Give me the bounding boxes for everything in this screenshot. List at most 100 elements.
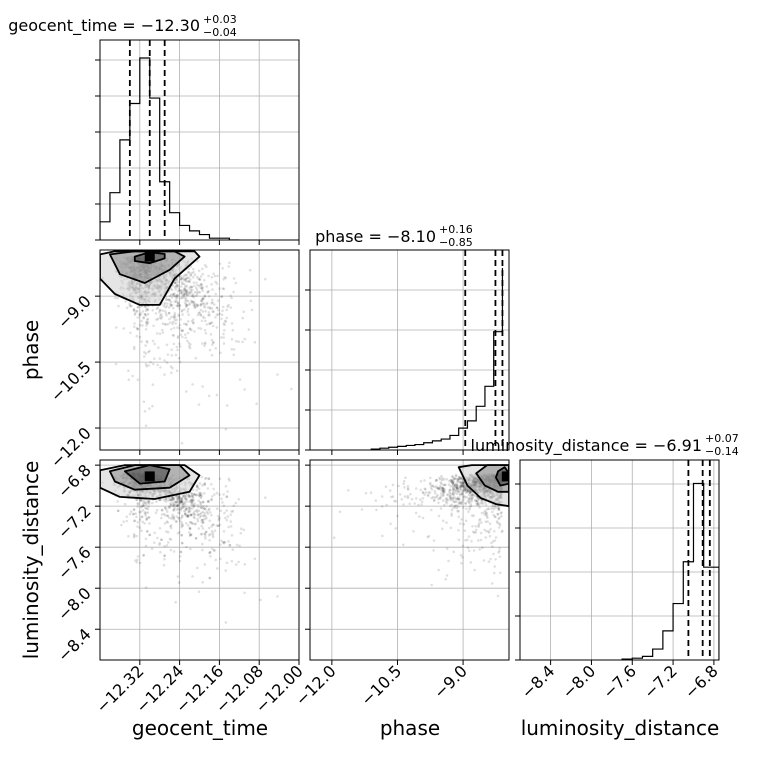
panel-distance-vs-phase-point	[396, 514, 399, 518]
panel-distance-vs-phase-point	[423, 487, 427, 491]
panel-distance-vs-geocent-time-point	[175, 500, 178, 504]
panel-distance-vs-geocent-time-point	[195, 484, 199, 487]
panel-distance-vs-geocent-time-point	[177, 581, 181, 584]
panel-phase-vs-geocent-time-point	[158, 316, 162, 320]
panel-distance-vs-geocent-time-point	[197, 509, 201, 513]
panel-distance-vs-geocent-time-point	[173, 503, 176, 506]
panel-distance-vs-phase-point	[455, 497, 459, 500]
panel-distance-vs-geocent-time-point	[243, 563, 247, 566]
panel-distance-vs-geocent-time-point	[174, 495, 178, 498]
panel-distance-vs-geocent-time-point	[204, 537, 207, 540]
panel-distance-vs-phase-point	[431, 495, 435, 499]
panel-distance-vs-phase-point	[438, 496, 441, 500]
panel-phase-vs-geocent-time-point	[195, 275, 199, 279]
panel-distance-vs-geocent-time-point	[212, 523, 215, 527]
panel-distance-vs-geocent-time-point	[120, 523, 123, 527]
panel-distance-vs-phase-point	[452, 493, 455, 496]
panel-phase-vs-geocent-time-point	[197, 291, 200, 294]
panel-distance-vs-phase-point	[497, 517, 501, 521]
panel-distance-vs-geocent-time-point	[167, 496, 170, 500]
panel-distance-vs-geocent-time-point	[165, 544, 169, 547]
panel-phase-vs-geocent-time-point	[167, 311, 171, 315]
panel-phase-vs-geocent-time-point	[173, 312, 177, 315]
panel-distance-vs-phase-point	[484, 536, 487, 539]
panel-phase-vs-geocent-time-point	[190, 299, 193, 303]
panel-phase-vs-geocent-time-point	[253, 340, 257, 344]
panel-distance-vs-phase-point	[458, 487, 462, 490]
panel-phase-vs-geocent-time-point	[201, 315, 205, 319]
panel-distance-vs-phase-point	[394, 499, 398, 503]
panel-phase-vs-geocent-time-point	[174, 282, 178, 285]
panel-phase-vs-geocent-time-point	[145, 321, 148, 325]
panel-distance-vs-geocent-time-point	[185, 507, 188, 511]
panel-distance-vs-geocent-time-contours	[100, 464, 201, 500]
panel-phase-vs-geocent-time-point	[208, 306, 212, 309]
panel-distance-vs-geocent-time-point	[172, 496, 175, 499]
panel-distance-vs-geocent-time-point	[243, 591, 246, 595]
panel-distance-vs-geocent-time-point	[155, 500, 158, 504]
panel-distance-vs-phase-point	[459, 476, 463, 479]
panel-distance-vs-phase-point	[459, 553, 463, 557]
panel-distance-vs-phase-point	[441, 499, 445, 502]
panel-phase-vs-geocent-time-point	[224, 276, 228, 280]
panel-distance-vs-phase-point	[457, 490, 461, 494]
panel-distance-vs-phase-point	[490, 541, 493, 545]
panel-phase-vs-geocent-time-point	[145, 339, 149, 343]
xtick-label-luminosity-distance-3: −7.2	[640, 661, 681, 702]
panel-distance-vs-geocent-time-point	[184, 513, 188, 516]
panel-phase-vs-geocent-time-point	[194, 303, 197, 306]
panel-distance-vs-geocent-time-point	[177, 516, 181, 520]
panel-distance-vs-geocent-time-point	[180, 533, 183, 537]
panel-phase-vs-geocent-time-point	[183, 291, 186, 295]
panel-phase-vs-geocent-time-point	[153, 342, 156, 346]
panel-phase-vs-geocent-time-point	[185, 291, 189, 294]
panel-distance-vs-geocent-time-point	[237, 498, 240, 501]
panel-distance-vs-phase-point	[423, 479, 426, 482]
panel-phase-vs-geocent-time-point	[155, 307, 159, 311]
panel-distance-vs-phase-point	[443, 483, 446, 487]
panel-distance-vs-geocent-time-point	[135, 498, 138, 502]
panel-phase-vs-geocent-time-point	[218, 287, 221, 290]
panel-phase-vs-geocent-time-point	[143, 410, 147, 413]
panel-distance-vs-geocent-time-point	[203, 563, 207, 566]
panel-distance-vs-geocent-time-point	[178, 499, 182, 502]
panel-distance-vs-geocent-time-point	[226, 515, 230, 518]
panel-distance-vs-geocent-time-point	[179, 501, 183, 504]
panel-distance-vs-phase-point	[465, 491, 468, 494]
panel-distance-vs-phase-point	[457, 538, 461, 542]
panel-distance-vs-phase-point	[468, 507, 471, 511]
panel-distance-vs-geocent-time-point	[202, 504, 205, 508]
panel-distance-vs-phase-point	[402, 503, 405, 506]
panel-phase-vs-geocent-time-point	[202, 297, 205, 301]
panel-phase-vs-geocent-time-point	[190, 319, 194, 323]
panel-phase-vs-geocent-time-point	[230, 338, 234, 341]
panel-phase-vs-geocent-time-point	[187, 303, 191, 307]
panel-phase-vs-geocent-time-point	[133, 313, 137, 316]
panel-phase-vs-geocent-time-point	[200, 319, 204, 323]
panel-distance-vs-geocent-time-point	[145, 507, 148, 510]
panel-distance-vs-phase-point	[477, 497, 481, 501]
panel-phase-vs-geocent-time-point	[167, 298, 171, 301]
panel-distance-vs-phase-point	[369, 491, 373, 495]
panel-phase-vs-geocent-time-point	[159, 314, 162, 317]
panel-distance-vs-geocent-time-point	[208, 551, 212, 554]
panel-distance-vs-geocent-time-point	[171, 501, 175, 505]
panel-phase-vs-geocent-time-point	[199, 303, 203, 306]
panel-distance-vs-geocent-time-point	[176, 498, 179, 501]
panel-phase-vs-geocent-time-point	[182, 293, 186, 297]
panel-distance-vs-phase-point	[489, 528, 492, 531]
panel-distance-vs-geocent-time-point	[181, 495, 185, 499]
panel-distance-vs-phase-point	[461, 544, 465, 548]
panel-distance-vs-phase-point	[476, 503, 479, 506]
panel-distance-vs-phase-point	[454, 485, 457, 489]
panel-distance-vs-phase-point	[464, 486, 468, 489]
panel-distance-vs-phase-point	[468, 489, 472, 493]
panel-distance-vs-geocent-time-point	[191, 522, 194, 525]
panel-distance-vs-phase-point	[496, 506, 500, 509]
panel-distance-vs-phase-point	[481, 502, 485, 505]
panel-phase-vs-geocent-time-point	[177, 356, 181, 360]
panel-phase-vs-geocent-time-point	[140, 319, 143, 323]
panel-phase-vs-geocent-time-point	[188, 291, 192, 294]
panel-distance-vs-geocent-time-point	[200, 532, 204, 536]
panel-phase-vs-geocent-time-point	[181, 313, 184, 316]
